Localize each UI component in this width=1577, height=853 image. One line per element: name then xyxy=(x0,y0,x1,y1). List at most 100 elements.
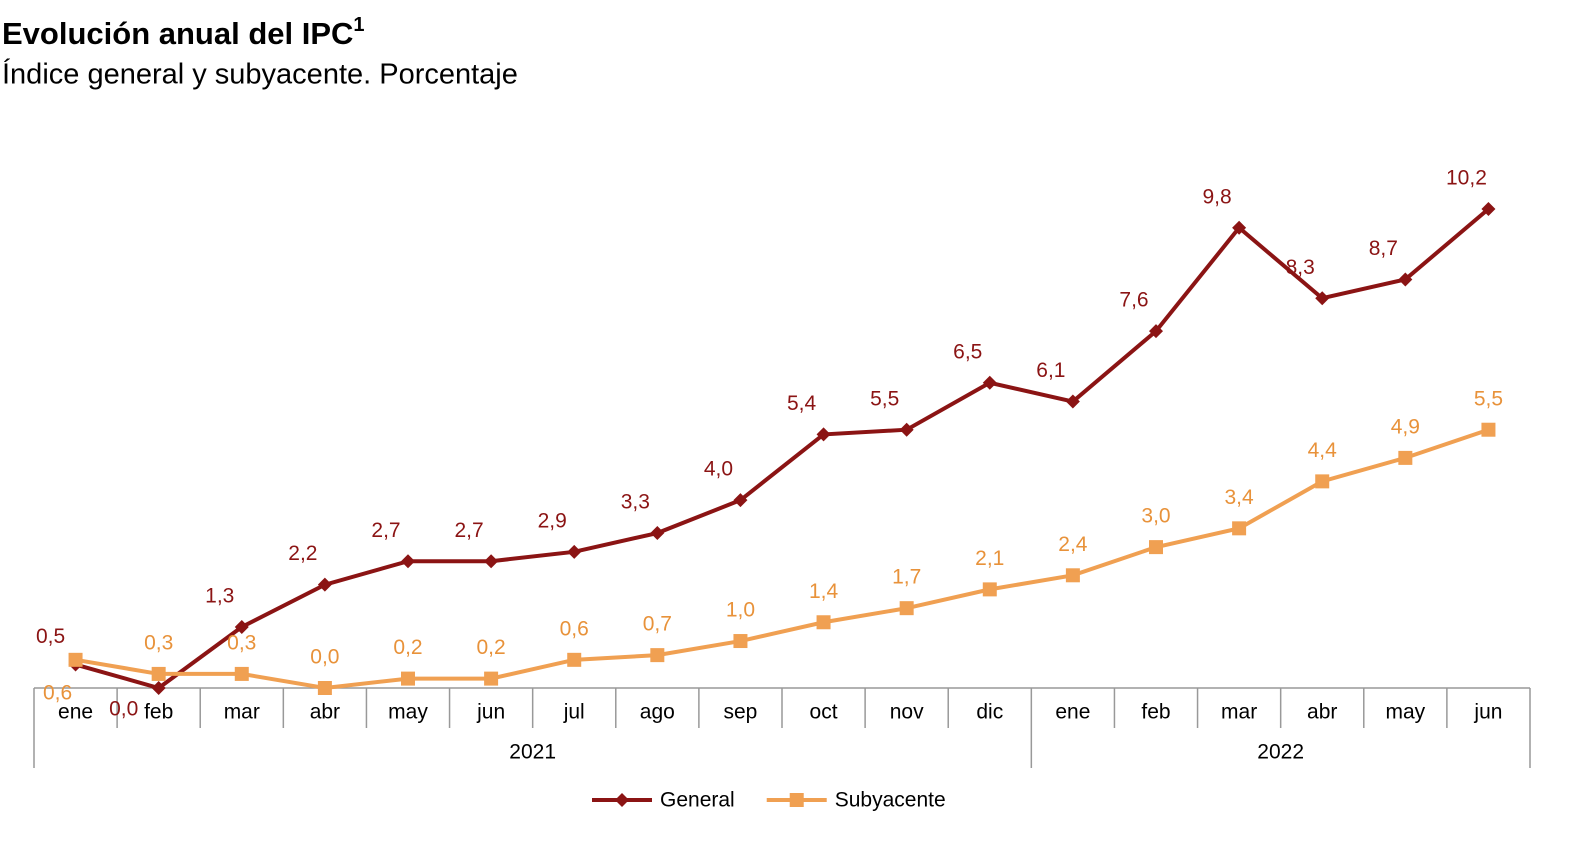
series-line xyxy=(75,427,1490,691)
data-label: 3,4 xyxy=(1225,486,1255,509)
data-label: 0,2 xyxy=(477,636,506,659)
marker xyxy=(733,493,748,508)
data-label: 1,7 xyxy=(892,566,921,589)
marker xyxy=(816,427,831,442)
x-tick-label: oct xyxy=(810,701,838,724)
marker xyxy=(650,648,665,663)
data-label: 2,2 xyxy=(288,542,317,565)
data-label: 4,9 xyxy=(1391,415,1420,438)
data-label: 2,7 xyxy=(371,519,400,542)
data-label: 6,5 xyxy=(953,340,982,363)
marker xyxy=(982,582,997,597)
data-label: 7,6 xyxy=(1119,289,1148,312)
marker xyxy=(899,422,914,437)
marker xyxy=(1232,220,1247,235)
chart-subtitle: Índice general y subyacente. Porcentaje xyxy=(2,58,518,91)
x-tick-label: dic xyxy=(976,701,1003,724)
data-label: 1,0 xyxy=(726,599,755,622)
marker xyxy=(68,652,83,667)
marker xyxy=(151,666,166,681)
x-tick-label: jun xyxy=(476,701,505,724)
x-tick-label: jul xyxy=(563,701,585,724)
x-tick-label: ene xyxy=(1055,701,1090,724)
marker xyxy=(1481,202,1496,216)
marker xyxy=(317,681,332,695)
year-label: 2022 xyxy=(1257,741,1304,764)
marker xyxy=(151,681,166,695)
marker xyxy=(234,666,249,681)
data-label: 0,5 xyxy=(36,625,65,648)
marker xyxy=(733,634,748,649)
x-tick-label: sep xyxy=(724,701,758,724)
data-label: 2,9 xyxy=(538,509,567,532)
data-label: 9,8 xyxy=(1203,185,1232,208)
x-tick-label: may xyxy=(388,701,428,724)
marker xyxy=(484,554,499,569)
data-label: 10,2 xyxy=(1446,167,1487,190)
marker xyxy=(982,375,997,390)
marker xyxy=(484,671,499,686)
data-label: 0,6 xyxy=(43,681,72,704)
x-tick-label: feb xyxy=(144,701,173,724)
marker xyxy=(899,601,914,616)
marker xyxy=(789,793,804,807)
marker xyxy=(1065,394,1080,409)
data-label: 0,7 xyxy=(643,613,672,636)
x-tick-label: mar xyxy=(224,701,260,724)
marker xyxy=(1149,540,1163,555)
marker xyxy=(650,526,665,541)
series-line xyxy=(75,207,1490,691)
data-label: 8,7 xyxy=(1369,237,1398,260)
x-tick-label: abr xyxy=(1307,701,1337,724)
data-label: 0,3 xyxy=(227,631,256,654)
data-label: 4,4 xyxy=(1308,439,1338,462)
title-note: 1 xyxy=(353,14,364,36)
data-label: 1,4 xyxy=(809,580,839,603)
marker xyxy=(234,619,249,634)
data-label: 2,7 xyxy=(455,519,484,542)
marker xyxy=(401,671,415,686)
title-text: Evolución anual del IPC xyxy=(2,16,353,51)
marker xyxy=(567,652,582,667)
data-label: 1,3 xyxy=(205,584,234,607)
data-label: 2,4 xyxy=(1058,533,1088,556)
legend-label: Subyacente xyxy=(835,789,946,812)
x-tick-label: ago xyxy=(640,701,675,724)
x-tick-label: nov xyxy=(890,701,924,724)
x-tick-label: may xyxy=(1385,701,1425,724)
x-tick-label: ene xyxy=(58,701,93,724)
data-label: 4,0 xyxy=(704,458,733,481)
x-tick-label: feb xyxy=(1141,701,1170,724)
marker xyxy=(1481,422,1496,437)
marker xyxy=(1315,474,1330,489)
marker xyxy=(1398,450,1413,465)
data-label: 0,6 xyxy=(560,617,589,640)
data-label: 5,4 xyxy=(787,392,817,415)
data-label: 6,1 xyxy=(1036,359,1065,382)
marker xyxy=(1232,521,1247,536)
data-label: 0,2 xyxy=(393,636,422,659)
data-label: 5,5 xyxy=(870,387,899,410)
data-label: 5,5 xyxy=(1474,387,1503,410)
marker xyxy=(567,544,582,559)
x-tick-label: mar xyxy=(1221,701,1257,724)
marker xyxy=(1065,568,1080,583)
data-label: 8,3 xyxy=(1286,256,1315,279)
data-label: 0,0 xyxy=(109,698,138,721)
data-label: 3,0 xyxy=(1141,505,1170,528)
data-label: 3,3 xyxy=(621,491,650,514)
marker xyxy=(401,554,415,569)
data-label: 0,0 xyxy=(310,646,339,669)
year-label: 2021 xyxy=(509,741,556,764)
x-tick-label: jun xyxy=(1473,701,1502,724)
marker xyxy=(1315,291,1330,306)
data-label: 0,3 xyxy=(144,631,173,654)
x-tick-label: abr xyxy=(310,701,340,724)
marker xyxy=(1149,324,1163,339)
data-label: 2,1 xyxy=(975,547,1004,570)
marker xyxy=(1398,272,1413,287)
chart-title: Evolución anual del IPC1 xyxy=(2,14,365,51)
marker xyxy=(816,615,831,630)
